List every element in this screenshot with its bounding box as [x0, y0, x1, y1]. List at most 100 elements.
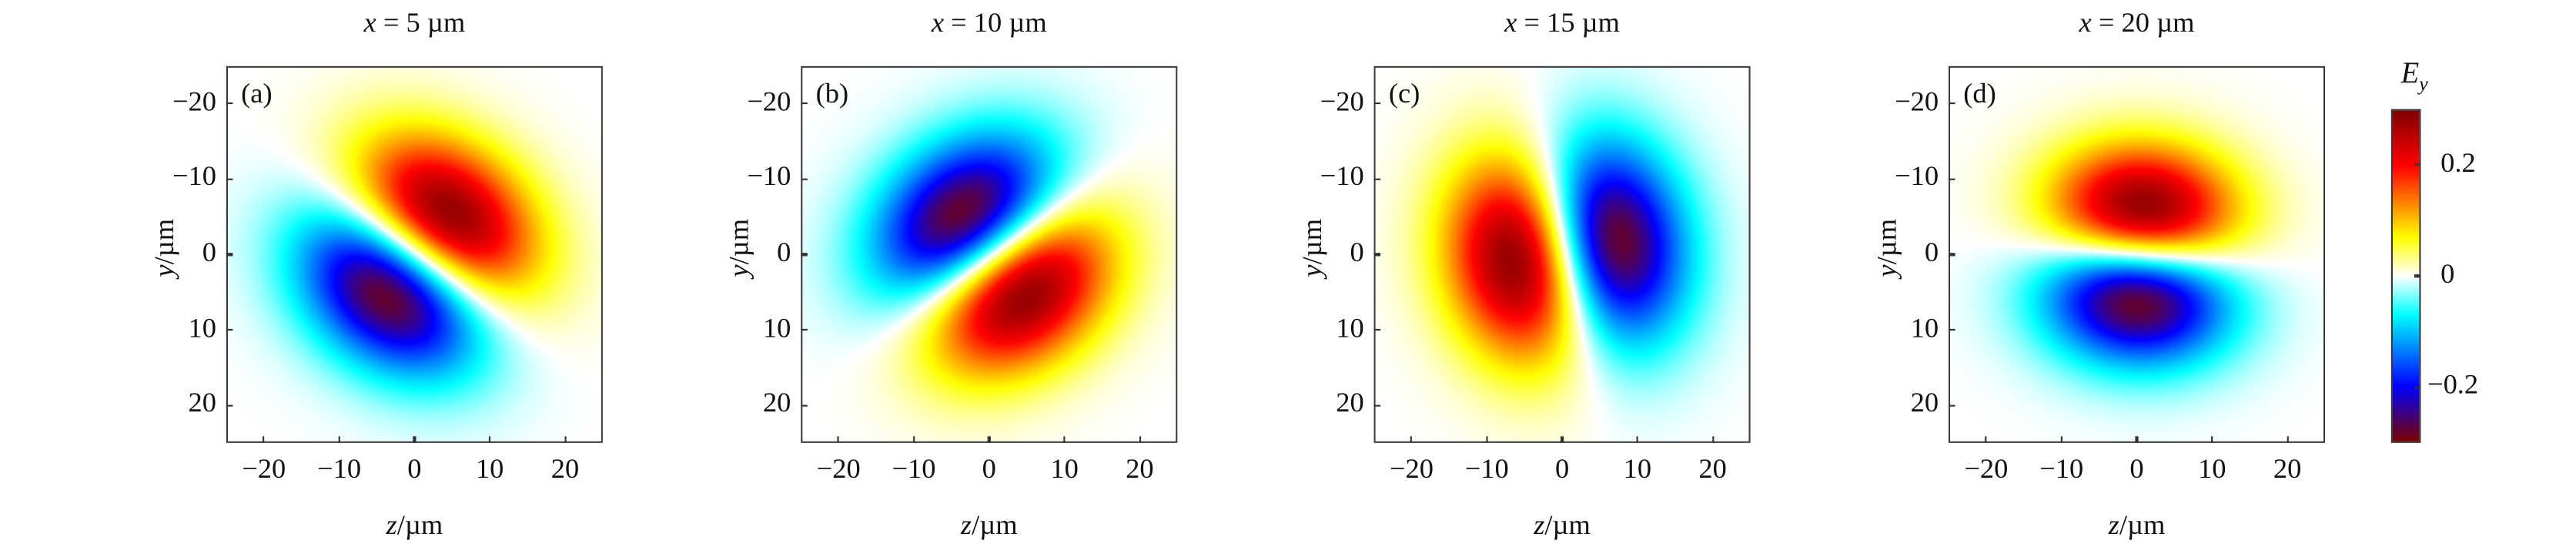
title-rest: = 20 µm: [2091, 6, 2195, 39]
panel-title: x = 10 µm: [734, 7, 1243, 40]
y-axis-var: y: [149, 264, 180, 277]
y-tick-label: −20: [172, 86, 216, 117]
x-tick-mark: [1985, 436, 1988, 443]
y-tick-mark: [1948, 177, 1955, 180]
panel-title: x = 15 µm: [1308, 7, 1817, 40]
x-tick-mark: [413, 436, 416, 443]
panel-title: x = 20 µm: [1882, 7, 2391, 40]
y-axis-label: y/µm: [723, 157, 756, 339]
y-tick-label: 10: [188, 311, 216, 344]
y-tick-mark: [1373, 253, 1381, 256]
y-tick-mark: [226, 177, 233, 180]
x-axis-label: z/µm: [226, 509, 603, 542]
heatmap-image: [227, 67, 601, 442]
title-var: x: [931, 6, 945, 39]
y-tick-label: 0: [1924, 236, 1939, 268]
y-axis-var: y: [1871, 264, 1902, 277]
y-tick-mark: [1373, 328, 1381, 331]
panel-c: x = 15 µm (c) −20 −20 −10 −10 0 0 10 10 20 20 z/µm y/…: [1296, 0, 1751, 554]
y-axis-var: y: [1296, 264, 1328, 277]
heatmap-image: [1950, 67, 2323, 442]
y-tick-mark: [801, 404, 808, 407]
x-axis-unit: /µm: [972, 509, 1018, 541]
x-axis-var: z: [2108, 509, 2119, 541]
y-tick-mark: [1373, 177, 1381, 180]
x-axis-label: z/µm: [801, 509, 1177, 542]
y-tick-mark: [1948, 404, 1955, 407]
y-axis-label: y/µm: [1296, 157, 1330, 339]
y-tick-label: 20: [1910, 387, 1939, 419]
x-tick-mark: [1561, 436, 1564, 443]
y-tick-mark: [801, 102, 808, 106]
x-tick-mark: [988, 436, 991, 443]
colorbar-tick-label: 0: [2441, 257, 2455, 290]
x-axis-unit: /µm: [1544, 509, 1591, 541]
y-axis-unit: /µm: [1296, 218, 1328, 265]
panel-label: (b): [815, 77, 849, 109]
x-axis-unit: /µm: [396, 509, 443, 541]
x-tick-mark: [488, 436, 491, 443]
x-tick-label: −20: [242, 452, 286, 485]
colorbar-label: Ey: [2401, 56, 2428, 97]
x-tick-mark: [338, 436, 341, 443]
x-tick-label: −10: [2039, 452, 2084, 485]
colorbar-tick-mark: [2414, 386, 2421, 389]
y-tick-mark: [801, 177, 808, 180]
y-axis-var: y: [723, 264, 755, 277]
x-tick-mark: [564, 436, 567, 443]
y-tick-mark: [1948, 102, 1955, 106]
y-tick-label: −10: [172, 160, 216, 193]
x-tick-label: 20: [550, 452, 580, 485]
y-tick-label: −10: [1320, 160, 1364, 193]
y-tick-mark: [226, 253, 233, 256]
y-tick-label: 10: [1336, 311, 1364, 344]
y-tick-label: 20: [188, 387, 216, 419]
colorbar-tick-mark: [2414, 163, 2421, 166]
x-tick-label: −10: [892, 452, 936, 485]
y-tick-mark: [1373, 404, 1381, 407]
x-tick-label: −20: [816, 452, 861, 485]
panel-b: x = 10 µm (b) −20 −20 −10 −10 0 0 10 10 20 20 z/µm y/…: [723, 0, 1178, 554]
title-var: x: [1504, 6, 1517, 39]
colorbar-tick-mark: [2414, 274, 2421, 277]
y-axis-label: y/µm: [149, 157, 182, 339]
x-tick-mark: [912, 436, 915, 443]
y-tick-mark: [226, 102, 233, 106]
y-tick-label: 20: [1336, 387, 1364, 419]
colorbar-label-sub: y: [2419, 72, 2428, 96]
panel-a: x = 5 µm (a) −20 −20 −10 −10 0 0 10 10 20 20 z/µm y/µ…: [149, 0, 603, 554]
x-tick-mark: [2060, 436, 2063, 443]
heatmap-image: [1375, 67, 1749, 442]
x-tick-mark: [837, 436, 840, 443]
x-tick-mark: [2286, 436, 2289, 443]
x-tick-label: 0: [407, 452, 422, 485]
x-axis-label: z/µm: [1374, 509, 1751, 542]
heatmap-image: [802, 67, 1176, 442]
panel-label: (d): [1963, 77, 1996, 109]
heatmap-axes: (b): [801, 65, 1178, 443]
title-rest: = 10 µm: [944, 6, 1047, 39]
panel-d: x = 20 µm (d) −20 −20 −10 −10 0 0 10 10 20 20 z/µm y/…: [1871, 0, 2326, 554]
y-tick-label: 10: [762, 311, 791, 344]
y-tick-mark: [226, 328, 233, 331]
x-tick-mark: [1410, 436, 1413, 443]
x-tick-label: 0: [2129, 452, 2144, 485]
y-axis-unit: /µm: [723, 218, 755, 265]
heatmap-axes: (c): [1373, 65, 1751, 443]
x-tick-mark: [1485, 436, 1488, 443]
y-tick-label: −20: [1320, 86, 1364, 117]
y-axis-unit: /µm: [149, 218, 180, 265]
x-tick-mark: [1063, 436, 1066, 443]
colorbar-label-var: E: [2400, 55, 2420, 89]
y-tick-label: −20: [747, 86, 791, 117]
x-tick-mark: [263, 436, 266, 443]
y-tick-label: −10: [1895, 160, 1939, 193]
y-axis-unit: /µm: [1871, 218, 1902, 265]
x-tick-label: −20: [1964, 452, 2009, 485]
x-axis-unit: /µm: [2119, 509, 2166, 541]
x-axis-var: z: [1534, 509, 1545, 541]
x-tick-mark: [2210, 436, 2213, 443]
panel-label: (c): [1388, 77, 1420, 109]
panel-title: x = 5 µm: [160, 7, 669, 40]
y-axis-label: y/µm: [1871, 157, 1904, 339]
